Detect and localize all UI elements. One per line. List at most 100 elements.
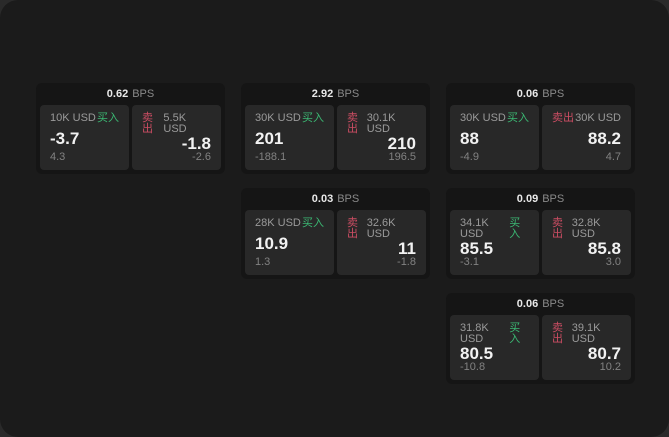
buy-change: -10.8 bbox=[460, 361, 486, 373]
sell-change: 4.7 bbox=[605, 151, 621, 163]
sell-change: 196.5 bbox=[388, 151, 416, 163]
sell-change: 3.0 bbox=[605, 256, 621, 268]
quote-card: 2.92 BPS 30K USD 买入 201 -188.1 卖出 30.1K … bbox=[241, 83, 430, 174]
sell-quote-tile[interactable]: 卖出 39.1K USD 80.7 10.2 bbox=[542, 315, 631, 380]
bps-value: 0.62 bbox=[106, 87, 129, 100]
buy-tile-header: 31.8K USD 买入 bbox=[460, 323, 529, 345]
bps-unit-label: BPS bbox=[542, 192, 565, 205]
buy-tile-header: 30K USD 买入 bbox=[255, 113, 324, 124]
buy-change: -188.1 bbox=[255, 151, 287, 163]
bps-unit-label: BPS bbox=[542, 87, 565, 100]
quote-card: 0.09 BPS 34.1K USD 买入 85.5 -3.1 卖出 32.8K… bbox=[446, 188, 635, 279]
sell-tag: 卖出 bbox=[347, 217, 358, 240]
sell-price: 85.8 bbox=[587, 239, 621, 258]
sell-tile-header: 卖出 5.5K USD bbox=[142, 113, 211, 135]
buy-amount: 28K USD bbox=[255, 217, 301, 229]
sell-quote-tile[interactable]: 卖出 30K USD 88.2 4.7 bbox=[542, 105, 631, 170]
sell-change: -2.6 bbox=[192, 151, 211, 163]
sell-amount: 30.1K USD bbox=[366, 112, 396, 135]
buy-tag: 买入 bbox=[302, 217, 324, 229]
sell-tag: 卖出 bbox=[552, 112, 574, 124]
buy-quote-tile[interactable]: 31.8K USD 买入 80.5 -10.8 bbox=[450, 315, 539, 380]
sell-quote-tile[interactable]: 卖出 30.1K USD 210 196.5 bbox=[337, 105, 426, 170]
buy-quote-tile[interactable]: 30K USD 买入 88 -4.9 bbox=[450, 105, 539, 170]
buy-tile-header: 10K USD 买入 bbox=[50, 113, 119, 124]
sell-tile-header: 卖出 30K USD bbox=[552, 113, 621, 124]
bps-header: 0.62 BPS bbox=[36, 83, 225, 105]
bps-unit-label: BPS bbox=[132, 87, 155, 100]
buy-quote-tile[interactable]: 10K USD 买入 -3.7 4.3 bbox=[40, 105, 129, 170]
buy-amount: 30K USD bbox=[255, 112, 301, 124]
bps-header: 0.06 BPS bbox=[446, 293, 635, 315]
sell-tag: 卖出 bbox=[347, 112, 358, 135]
sell-tag: 卖出 bbox=[552, 322, 563, 345]
buy-price: 88 bbox=[460, 128, 479, 148]
card-body: 34.1K USD 买入 85.5 -3.1 卖出 32.8K USD 85.8… bbox=[446, 210, 635, 275]
buy-price: 85.5 bbox=[460, 239, 494, 258]
bps-value: 0.03 bbox=[311, 192, 334, 205]
bps-header: 0.09 BPS bbox=[446, 188, 635, 210]
quote-card: 0.62 BPS 10K USD 买入 -3.7 4.3 卖出 5.5K USD… bbox=[36, 83, 225, 174]
sell-amount: 5.5K USD bbox=[163, 112, 187, 135]
bps-value: 0.09 bbox=[516, 192, 539, 205]
sell-change: -1.8 bbox=[397, 256, 416, 268]
quote-card: 0.03 BPS 28K USD 买入 10.9 1.3 卖出 32.6K US… bbox=[241, 188, 430, 279]
buy-change: 4.3 bbox=[50, 151, 66, 163]
sell-quote-tile[interactable]: 卖出 5.5K USD -1.8 -2.6 bbox=[132, 105, 221, 170]
sell-amount: 39.1K USD bbox=[571, 322, 601, 345]
buy-price: 201 bbox=[255, 128, 284, 148]
sell-amount: 32.6K USD bbox=[366, 217, 396, 240]
bps-header: 0.03 BPS bbox=[241, 188, 430, 210]
sell-tile-header: 卖出 32.6K USD bbox=[347, 218, 416, 240]
buy-tag: 买入 bbox=[509, 322, 521, 345]
sell-price: 80.7 bbox=[587, 344, 621, 363]
sell-tag: 卖出 bbox=[142, 112, 153, 135]
card-body: 30K USD 买入 88 -4.9 卖出 30K USD 88.2 4.7 bbox=[446, 105, 635, 170]
sell-amount: 30K USD bbox=[575, 112, 621, 124]
buy-tile-header: 28K USD 买入 bbox=[255, 218, 324, 229]
bps-header: 2.92 BPS bbox=[241, 83, 430, 105]
buy-quote-tile[interactable]: 30K USD 买入 201 -188.1 bbox=[245, 105, 334, 170]
card-body: 10K USD 买入 -3.7 4.3 卖出 5.5K USD -1.8 -2.… bbox=[36, 105, 225, 170]
buy-tag: 买入 bbox=[507, 112, 529, 124]
sell-tile-header: 卖出 32.8K USD bbox=[552, 218, 621, 240]
buy-change: 1.3 bbox=[255, 256, 271, 268]
buy-amount: 34.1K USD bbox=[460, 217, 489, 240]
card-body: 28K USD 买入 10.9 1.3 卖出 32.6K USD 11 -1.8 bbox=[241, 210, 430, 275]
buy-amount: 10K USD bbox=[50, 112, 96, 124]
buy-amount: 31.8K USD bbox=[460, 322, 489, 345]
buy-tag: 买入 bbox=[302, 112, 324, 124]
card-body: 30K USD 买入 201 -188.1 卖出 30.1K USD 210 1… bbox=[241, 105, 430, 170]
sell-quote-tile[interactable]: 卖出 32.8K USD 85.8 3.0 bbox=[542, 210, 631, 275]
buy-change: -3.1 bbox=[460, 256, 479, 268]
bps-header: 0.06 BPS bbox=[446, 83, 635, 105]
quote-card: 0.06 BPS 30K USD 买入 88 -4.9 卖出 30K USD 8… bbox=[446, 83, 635, 174]
buy-price: -3.7 bbox=[50, 128, 80, 148]
sell-amount: 32.8K USD bbox=[571, 217, 601, 240]
sell-price: 11 bbox=[398, 239, 416, 258]
buy-amount: 30K USD bbox=[460, 112, 506, 124]
bps-unit-label: BPS bbox=[337, 192, 360, 205]
bps-unit-label: BPS bbox=[337, 87, 360, 100]
sell-price: -1.8 bbox=[181, 134, 211, 153]
bps-value: 0.06 bbox=[516, 297, 539, 310]
sell-price: 88.2 bbox=[587, 128, 621, 148]
bps-value: 0.06 bbox=[516, 87, 539, 100]
buy-tag: 买入 bbox=[509, 217, 521, 240]
sell-tile-header: 卖出 30.1K USD bbox=[347, 113, 416, 135]
bps-unit-label: BPS bbox=[542, 297, 565, 310]
sell-tag: 卖出 bbox=[552, 217, 563, 240]
card-body: 31.8K USD 买入 80.5 -10.8 卖出 39.1K USD 80.… bbox=[446, 315, 635, 380]
sell-quote-tile[interactable]: 卖出 32.6K USD 11 -1.8 bbox=[337, 210, 426, 275]
buy-tag: 买入 bbox=[97, 112, 119, 124]
sell-tile-header: 卖出 39.1K USD bbox=[552, 323, 621, 345]
bps-value: 2.92 bbox=[311, 87, 334, 100]
buy-price: 10.9 bbox=[255, 233, 289, 253]
sell-price: 210 bbox=[387, 134, 416, 153]
buy-quote-tile[interactable]: 28K USD 买入 10.9 1.3 bbox=[245, 210, 334, 275]
buy-change: -4.9 bbox=[460, 151, 479, 163]
buy-tile-header: 34.1K USD 买入 bbox=[460, 218, 529, 240]
buy-price: 80.5 bbox=[460, 344, 494, 363]
buy-quote-tile[interactable]: 34.1K USD 买入 85.5 -3.1 bbox=[450, 210, 539, 275]
quote-card: 0.06 BPS 31.8K USD 买入 80.5 -10.8 卖出 39.1… bbox=[446, 293, 635, 384]
